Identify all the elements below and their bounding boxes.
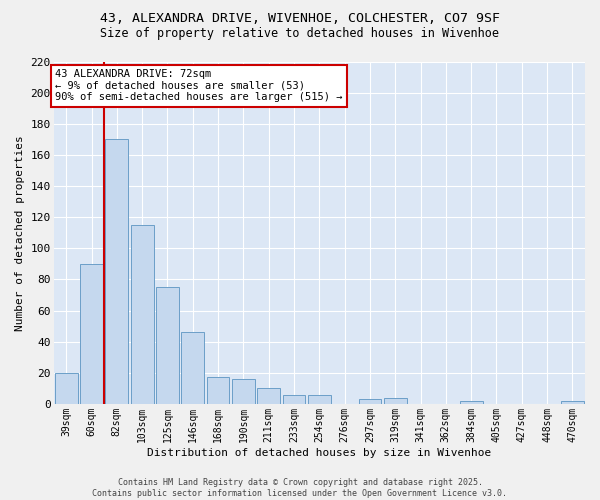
Bar [561, 401, 584, 404]
Y-axis label: Number of detached properties: Number of detached properties [15, 135, 25, 330]
Bar [80, 264, 103, 404]
Bar [55, 373, 77, 404]
Bar [359, 399, 381, 404]
Bar [257, 388, 280, 404]
Bar [131, 225, 154, 404]
Bar [384, 398, 407, 404]
Text: Contains HM Land Registry data © Crown copyright and database right 2025.
Contai: Contains HM Land Registry data © Crown c… [92, 478, 508, 498]
Text: Size of property relative to detached houses in Wivenhoe: Size of property relative to detached ho… [101, 28, 499, 40]
Bar [232, 379, 255, 404]
Bar [206, 378, 229, 404]
Text: 43, ALEXANDRA DRIVE, WIVENHOE, COLCHESTER, CO7 9SF: 43, ALEXANDRA DRIVE, WIVENHOE, COLCHESTE… [100, 12, 500, 26]
X-axis label: Distribution of detached houses by size in Wivenhoe: Distribution of detached houses by size … [147, 448, 491, 458]
Bar [283, 394, 305, 404]
Bar [308, 394, 331, 404]
Bar [156, 287, 179, 404]
Text: 43 ALEXANDRA DRIVE: 72sqm
← 9% of detached houses are smaller (53)
90% of semi-d: 43 ALEXANDRA DRIVE: 72sqm ← 9% of detach… [55, 70, 343, 102]
Bar [106, 140, 128, 404]
Bar [181, 332, 204, 404]
Bar [460, 401, 482, 404]
